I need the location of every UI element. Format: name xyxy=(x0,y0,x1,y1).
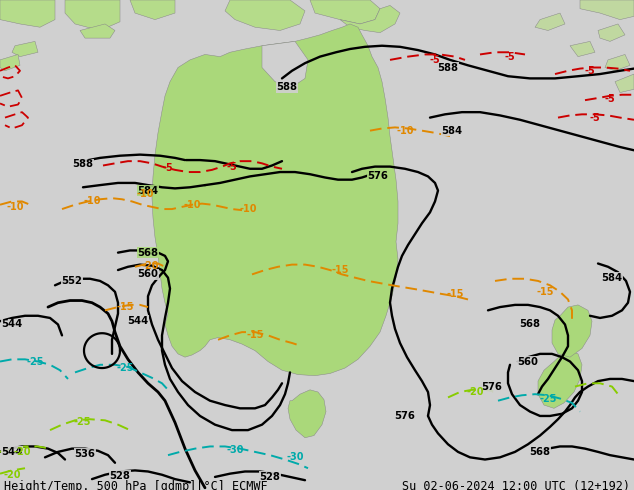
Text: -5: -5 xyxy=(605,94,616,104)
Text: -20: -20 xyxy=(141,261,158,270)
Text: 576: 576 xyxy=(482,382,502,392)
Polygon shape xyxy=(605,54,630,71)
Polygon shape xyxy=(535,13,565,30)
Text: 568: 568 xyxy=(138,247,158,258)
Text: 544: 544 xyxy=(127,316,148,326)
Text: -25: -25 xyxy=(74,417,91,427)
Text: -25: -25 xyxy=(540,393,557,404)
Text: -5: -5 xyxy=(590,113,600,122)
Text: 560: 560 xyxy=(138,270,158,279)
Text: -15: -15 xyxy=(331,265,349,275)
Polygon shape xyxy=(130,0,175,20)
Polygon shape xyxy=(570,41,595,57)
Text: -30: -30 xyxy=(226,445,243,455)
Text: -15: -15 xyxy=(116,302,134,312)
Text: 528: 528 xyxy=(259,472,280,482)
Text: -10: -10 xyxy=(239,204,257,214)
Text: 584: 584 xyxy=(138,186,158,196)
Text: -25: -25 xyxy=(26,357,44,367)
Polygon shape xyxy=(0,54,20,71)
Text: 588: 588 xyxy=(437,63,458,73)
Text: Height/Temp. 500 hPa [gdmp][°C] ECMWF: Height/Temp. 500 hPa [gdmp][°C] ECMWF xyxy=(4,480,268,490)
Polygon shape xyxy=(580,0,634,20)
Polygon shape xyxy=(152,24,398,376)
Text: -5: -5 xyxy=(585,66,595,76)
Text: -10: -10 xyxy=(183,200,201,210)
Text: 568: 568 xyxy=(529,447,550,457)
Text: 528: 528 xyxy=(110,471,131,481)
Text: 588: 588 xyxy=(72,159,93,170)
Polygon shape xyxy=(65,0,120,30)
Polygon shape xyxy=(225,0,305,30)
Text: 584: 584 xyxy=(441,125,463,136)
Polygon shape xyxy=(310,0,380,24)
Text: 584: 584 xyxy=(602,272,623,283)
Text: -30: -30 xyxy=(286,452,304,463)
Text: -10: -10 xyxy=(6,202,23,212)
Polygon shape xyxy=(538,351,582,408)
Text: -15: -15 xyxy=(246,330,264,341)
Text: 544: 544 xyxy=(1,447,23,457)
Text: -20: -20 xyxy=(3,470,21,480)
Text: -5: -5 xyxy=(163,163,173,172)
Text: 544: 544 xyxy=(1,319,23,329)
Polygon shape xyxy=(262,41,308,87)
Text: -5: -5 xyxy=(226,162,237,172)
Text: -25: -25 xyxy=(116,363,134,373)
Text: 576: 576 xyxy=(394,411,415,421)
Polygon shape xyxy=(615,74,634,93)
Text: -10: -10 xyxy=(396,125,414,136)
Text: -5: -5 xyxy=(430,55,441,65)
Text: 576: 576 xyxy=(368,172,389,181)
Text: 552: 552 xyxy=(61,276,82,286)
Text: 560: 560 xyxy=(517,357,538,367)
Text: -10: -10 xyxy=(83,196,101,206)
Text: 536: 536 xyxy=(75,449,96,459)
Polygon shape xyxy=(552,305,592,357)
Polygon shape xyxy=(598,24,625,41)
Text: 568: 568 xyxy=(519,319,541,329)
Text: -15: -15 xyxy=(536,287,553,297)
Text: -20: -20 xyxy=(13,447,31,457)
Polygon shape xyxy=(0,0,55,27)
Polygon shape xyxy=(12,41,38,57)
Polygon shape xyxy=(80,24,115,38)
Text: -10: -10 xyxy=(136,189,154,199)
Text: -15: -15 xyxy=(446,289,463,299)
Polygon shape xyxy=(340,5,400,33)
Text: -20: -20 xyxy=(466,387,484,397)
Text: 588: 588 xyxy=(276,82,297,92)
Text: -5: -5 xyxy=(505,51,515,62)
Polygon shape xyxy=(288,390,326,438)
Text: Su 02-06-2024 12:00 UTC (12+192): Su 02-06-2024 12:00 UTC (12+192) xyxy=(402,480,630,490)
